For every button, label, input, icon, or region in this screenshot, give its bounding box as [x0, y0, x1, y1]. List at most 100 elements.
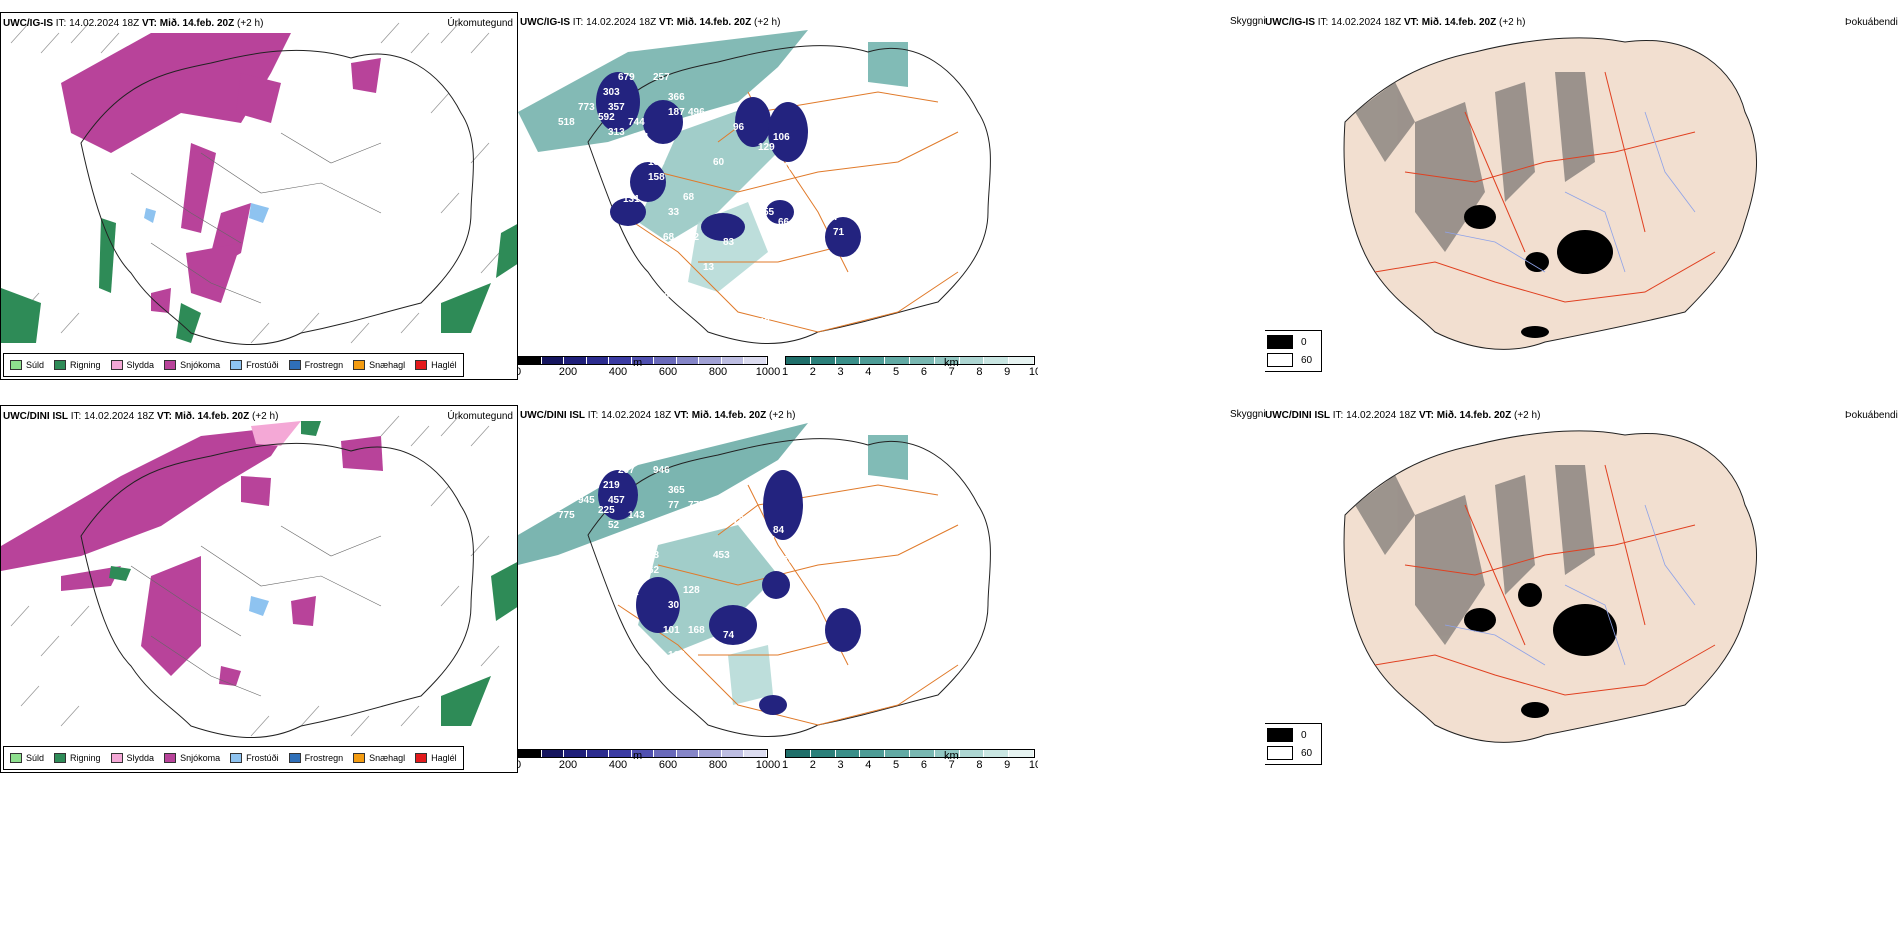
legend-item: Slydda — [110, 360, 154, 370]
precip-type-map-bottom — [1, 415, 517, 738]
colorbar-tick-label: 9 — [1004, 759, 1011, 771]
colorbar-cell — [699, 750, 722, 757]
colorbar-cell — [654, 357, 677, 364]
fog-panel-bottom: UWC/DINI ISL IT: 14.02.2024 18Z VT: Mið.… — [1265, 405, 1900, 773]
legend-swatch — [164, 360, 177, 370]
legend-swatch — [353, 753, 366, 763]
legend-item: Súld — [10, 360, 44, 370]
cloud-base-value: 84 — [773, 525, 785, 536]
visibility-title: Skyggni — [1230, 16, 1266, 27]
cloud-base-value: 66 — [778, 217, 790, 228]
colorbar-cell — [699, 357, 722, 364]
cloud-base-value: 303 — [603, 87, 620, 98]
colorbar-tick-label: 6 — [920, 366, 927, 378]
cloud-base-value: 143 — [628, 510, 645, 521]
colorbar-tick-label: 400 — [608, 759, 628, 771]
legend-item: Frostregn — [288, 753, 343, 763]
cloud-base-value: 518 — [558, 117, 575, 128]
colorbar-tick-label: 0 — [518, 759, 521, 771]
cloud-base-colorbar-cells — [518, 749, 768, 758]
colorbar-cell — [860, 750, 886, 757]
visibility-unit: km — [944, 750, 959, 762]
colorbar-tick-label: 0 — [518, 366, 521, 378]
legend-swatch — [415, 753, 428, 763]
cloud-base-value: 228 — [703, 655, 720, 666]
colorbar-cell — [934, 357, 960, 364]
cloud-base-value: 496 — [688, 107, 705, 118]
cloud-base-value: 148 — [753, 317, 770, 328]
colorbar-cell — [676, 357, 700, 364]
fog-title: Þokuábendi — [1845, 17, 1898, 28]
colorbar-cell — [519, 357, 542, 364]
colorbar-tick-label: 2 — [809, 759, 816, 771]
colorbar-tick-label: 600 — [658, 759, 678, 771]
legend-swatch — [415, 360, 428, 370]
precip-type-panel-bottom: UWC/DINI ISL IT: 14.02.2024 18Z VT: Mið.… — [0, 405, 518, 773]
fog-title: Þokuábendi — [1845, 410, 1898, 421]
colorbar-cell — [721, 750, 745, 757]
colorbar-tick-label: 600 — [658, 366, 678, 378]
cloud-base-value: 366 — [668, 92, 685, 103]
legend-swatch — [1267, 728, 1293, 742]
colorbar-tick-label: 1000 — [755, 759, 781, 771]
cloud-base-value: 133 — [713, 302, 730, 313]
cloud-base-value: 111 — [623, 587, 639, 598]
cloud-base-unit: m — [633, 357, 643, 369]
cloud-base-value: 97 — [828, 212, 840, 223]
panel-header: UWC/DINI ISL IT: 14.02.2024 18Z VT: Mið.… — [520, 410, 796, 421]
fog-legend-row: 0 — [1267, 728, 1315, 742]
colorbar-cell — [631, 750, 655, 757]
colorbar-tick-label: 1000 — [755, 366, 781, 378]
legend-swatch — [288, 753, 301, 763]
cloud-base-value: 946 — [653, 465, 670, 476]
colorbar-cell — [959, 750, 985, 757]
visibility-colorbar-ticks: 1 2 3 4 5 6 7 8 9 10 — [781, 758, 1038, 772]
fog-map-bottom — [1343, 430, 1757, 743]
cloud-base-value: 131 — [623, 194, 640, 205]
cloud-base-value: 64 — [633, 525, 645, 536]
colorbar-tick-label: 3 — [837, 366, 844, 378]
legend-item: Snjókoma — [164, 360, 220, 370]
cloud-base-value: 10 — [658, 292, 670, 303]
legend-swatch — [288, 360, 301, 370]
fog-legend: 0 60 — [1265, 723, 1322, 765]
colorbar-tick-label: 400 — [608, 366, 628, 378]
colorbar-cell — [885, 750, 910, 757]
cloud-base-value: 313 — [608, 127, 625, 138]
cloud-base-value: 777 — [688, 500, 705, 511]
cloud-base-value: 257 — [653, 72, 670, 83]
visibility-unit: km — [944, 357, 959, 369]
precip-type-panel-top: UWC/IG-IS IT: 14.02.2024 18Z VT: Mið. 14… — [0, 12, 518, 380]
colorbar-cell — [835, 750, 861, 757]
colorbar-cell — [586, 357, 610, 364]
cloud-base-value: 129 — [758, 142, 775, 153]
colorbar-tick-label: 7 — [948, 366, 955, 378]
cloud-base-colorbar: 0 200 400 600 800 1000 — [518, 356, 780, 379]
legend-swatch — [1267, 335, 1293, 349]
colorbar-tick-label: 8 — [976, 759, 983, 771]
cloud-base-value: 453 — [713, 550, 730, 561]
legend-swatch — [54, 360, 67, 370]
visibility-colorbar: 1 2 3 4 5 6 7 8 9 10 — [782, 356, 1038, 379]
cloud-base-value: 62 — [648, 565, 660, 576]
cloud-base-value: 77 — [668, 500, 680, 511]
legend-item: Slydda — [110, 753, 154, 763]
cloud-base-value: 773 — [578, 102, 595, 113]
colorbar-cell — [721, 357, 745, 364]
cloud-base-value: 33 — [668, 207, 680, 218]
cloud-base-value: 83 — [723, 237, 735, 248]
cloud-base-value: 128 — [683, 585, 700, 596]
cloud-base-value: 158 — [648, 172, 665, 183]
legend-swatch — [164, 753, 177, 763]
legend-swatch — [110, 360, 123, 370]
cloud-base-value: 775 — [558, 510, 575, 521]
legend-swatch — [1267, 353, 1293, 367]
precip-type-map-top — [1, 22, 517, 345]
colorbar-cell — [744, 357, 768, 364]
colorbar-tick-label: 200 — [558, 366, 578, 378]
colorbar-tick-label: 1 — [781, 759, 789, 771]
colorbar-cell — [786, 750, 811, 757]
cloud-base-value: 679 — [618, 72, 635, 83]
legend-item: Snjókoma — [164, 753, 220, 763]
visibility-map-bottom — [518, 423, 991, 737]
